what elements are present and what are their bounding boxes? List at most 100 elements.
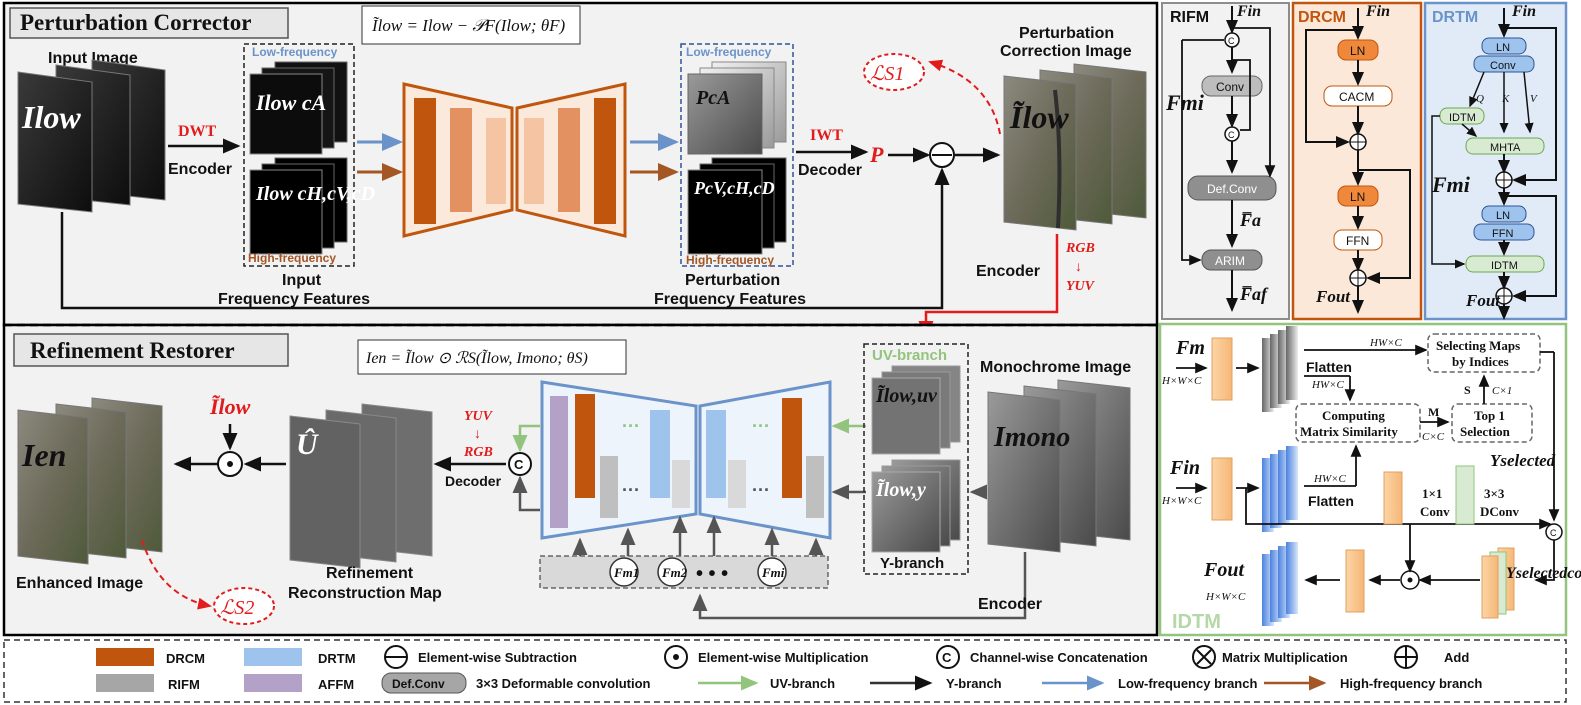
rgb-label: RGB xyxy=(1065,241,1095,256)
uv-to-concat xyxy=(512,424,540,453)
loss-s2-arrow xyxy=(141,539,212,610)
perturbation-title: Perturbation Corrector xyxy=(20,10,251,35)
legend-affm: AFFM xyxy=(318,677,354,692)
drcm-ffn-label: FFN xyxy=(1346,234,1369,248)
legend-defconv: Def.Conv xyxy=(392,677,445,691)
idtm-compute-block xyxy=(1295,403,1421,443)
svg-text:···: ··· xyxy=(622,416,640,436)
drcm-add1-icon xyxy=(1349,133,1367,151)
rifm-defconv-label: Def.Conv xyxy=(1207,182,1257,196)
drtm-add1-icon xyxy=(1495,171,1513,189)
input-ca-symbol: Ilow cA xyxy=(255,90,326,115)
rifm-concat2-icon: C xyxy=(1224,126,1240,142)
idtm-conv1b: Conv xyxy=(1420,504,1450,519)
fm2-node xyxy=(657,557,687,587)
idtm-yselected: Yselected xyxy=(1490,451,1556,470)
drcm-title: DRCM xyxy=(1298,9,1346,26)
mono-image-stack xyxy=(987,379,1131,553)
svg-text:C: C xyxy=(1228,130,1235,140)
legend-low: Low-frequency branch xyxy=(1118,676,1257,691)
idtm-fin: Fin xyxy=(1169,457,1200,479)
yuv-label-2: YUV xyxy=(464,409,494,424)
enhanced-image-stack xyxy=(17,397,163,565)
fm1-label: Fm1 xyxy=(613,565,639,580)
svg-text:C: C xyxy=(514,457,524,472)
encoder-label-3: Encoder xyxy=(978,596,1042,613)
idtm-gray-stack xyxy=(1262,326,1298,412)
encoder-label-2: Encoder xyxy=(976,263,1040,280)
idtm-fm: Fm xyxy=(1175,337,1205,359)
idtm-flatten-2: Flatten xyxy=(1308,493,1354,509)
multiplication-op-icon xyxy=(217,451,243,477)
pert-freq-label-1: Perturbation xyxy=(685,272,780,289)
idtm-top1-1: Top 1 xyxy=(1474,408,1505,423)
legend-drtm-swatch xyxy=(244,648,302,666)
idtm-yconcat: Yselectedconcat xyxy=(1506,565,1581,582)
rifm-fin: Fin xyxy=(1236,3,1261,20)
idtm-top1-2: Selection xyxy=(1460,424,1511,439)
idtm-dims-1: H×W×C xyxy=(1161,375,1202,387)
idtm-concat-icon: C xyxy=(1545,523,1563,541)
idtm-select-1: Selecting Maps xyxy=(1436,338,1520,353)
rifm-conv-label: Conv xyxy=(1216,80,1244,94)
idtm-cc: C×C xyxy=(1422,431,1445,443)
skip-connection xyxy=(60,167,950,310)
idtm-out-conv-tensor xyxy=(1345,549,1365,613)
idtm-hwc-1: HW×C xyxy=(1369,337,1403,349)
idtm-s: S xyxy=(1464,383,1471,397)
rifm-panel: RIFM Fin C Conv Fmi C Def.Conv F̅a ARIM … xyxy=(1161,2,1290,320)
idtm-dims-2: H×W×C xyxy=(1161,495,1202,507)
rifm-faf: F̅af xyxy=(1239,284,1269,304)
input-high-freq-label: High-frequency xyxy=(248,251,336,265)
input-freq-label-1: Input xyxy=(282,272,322,289)
input-freq-label-2: Frequency Features xyxy=(218,291,370,308)
loss-s1-icon xyxy=(863,53,925,91)
idtm-m: M xyxy=(1428,405,1439,419)
perturbation-corrector-section: Perturbation Corrector Ĩlow = Ilow − 𝒫F(… xyxy=(2,1,1159,339)
input-frequency-box xyxy=(243,43,355,267)
correction-label-1: Perturbation xyxy=(1019,25,1114,42)
legend-sub: Element-wise Subtraction xyxy=(418,650,577,665)
idtm-fm-tensor xyxy=(1211,337,1233,401)
recon-label-2: Reconstruction Map xyxy=(288,585,442,602)
legend-defconv-swatch xyxy=(381,672,467,694)
idtm-compute-2: Matrix Similarity xyxy=(1300,424,1398,439)
dwt-label: DWT xyxy=(178,123,217,140)
reconstruction-map-stack xyxy=(289,403,433,569)
legend: DRCM RIFM DRTM AFFM Element-wise Subtrac… xyxy=(3,639,1567,703)
p-ca-symbol: PcA xyxy=(695,87,730,109)
input-image-stack xyxy=(17,59,166,213)
pert-high-freq-label: High-frequency xyxy=(686,253,774,267)
idtm-top1-block xyxy=(1451,403,1533,443)
rifm-arim-label: ARIM xyxy=(1215,254,1245,268)
legend-drcm: DRCM xyxy=(166,651,205,666)
u-hat-symbol: Û xyxy=(296,428,319,461)
drcm-cacm-label: CACM xyxy=(1339,90,1374,104)
drtm-panel: DRTM Fin LN Conv Q K V IDTM MHTA Fmi LN … xyxy=(1423,1,1568,321)
legend-matmul: Matrix Multiplication xyxy=(1222,650,1348,665)
fm-dots: • • • xyxy=(696,563,728,585)
refinement-network: ··· ··· ··· ··· xyxy=(540,380,832,540)
legend-defconv-desc: 3×3 Deformable convolution xyxy=(476,676,651,691)
svg-text:···: ··· xyxy=(752,416,770,436)
iwt-label: IWT xyxy=(810,127,843,144)
uv-branch-label: UV-branch xyxy=(872,347,947,364)
mono-encoder-arrow xyxy=(692,552,1027,620)
drtm-fout: Fout xyxy=(1465,291,1501,310)
fm1-node xyxy=(609,557,639,587)
legend-drcm-swatch xyxy=(96,648,154,666)
legend-affm-swatch xyxy=(244,674,302,692)
drcm-ln2-label: LN xyxy=(1350,190,1365,204)
svg-text:···: ··· xyxy=(752,480,770,500)
pert-low-freq-label: Low-frequency xyxy=(686,45,772,59)
idtm-mul-icon xyxy=(1400,570,1420,590)
svg-text:C: C xyxy=(942,650,952,665)
concat-op-icon: C xyxy=(508,452,532,476)
idtm-dconv-tensor xyxy=(1455,465,1475,525)
perturbation-formula: Ĩlow = Ilow − 𝒫F(Ilow; θF) xyxy=(371,16,566,35)
idtm-conv-tensor xyxy=(1383,471,1403,525)
rifm-fm: Fmi xyxy=(1165,90,1205,115)
svg-text:C: C xyxy=(1550,528,1557,538)
idtm-blue-stack xyxy=(1262,446,1298,532)
drtm-fin: Fin xyxy=(1511,3,1536,20)
